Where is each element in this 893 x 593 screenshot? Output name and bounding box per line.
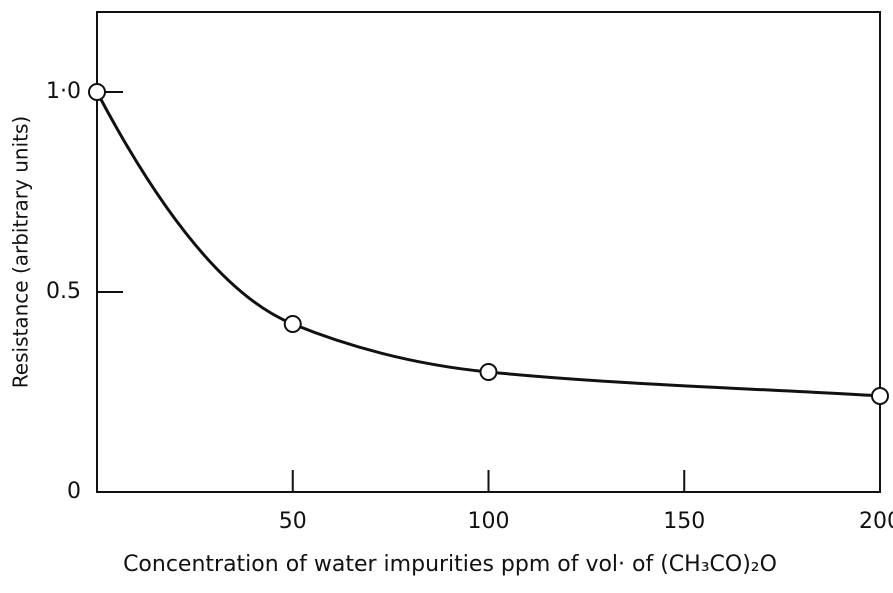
y-tick-label: 1·0: [46, 79, 81, 104]
marker: [871, 387, 889, 405]
y-axis-label: Resistance (arbitrary units): [9, 116, 33, 388]
marker: [88, 83, 106, 101]
y-tick-label: 0.5: [46, 279, 81, 304]
x-tick-label: 200: [859, 509, 893, 534]
y-tick-label: 0: [67, 479, 81, 504]
x-tick-label: 150: [663, 509, 705, 534]
x-tick-label: 50: [279, 509, 307, 534]
marker: [283, 315, 302, 333]
line: [95, 91, 881, 398]
marker: [479, 363, 498, 381]
x-axis-label: Concentration of water impurities ppm of…: [123, 552, 777, 577]
x-tick-label: 100: [468, 509, 510, 534]
